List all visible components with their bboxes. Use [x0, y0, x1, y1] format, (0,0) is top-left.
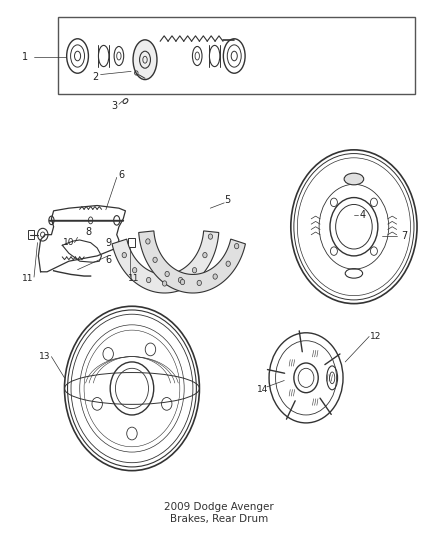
Text: 14: 14: [257, 385, 268, 394]
Circle shape: [153, 257, 157, 262]
Circle shape: [180, 279, 185, 285]
Circle shape: [203, 253, 207, 258]
Text: 2: 2: [92, 71, 98, 82]
Text: 8: 8: [85, 227, 92, 237]
Text: 11: 11: [22, 273, 33, 282]
Text: 7: 7: [401, 231, 407, 241]
Text: 3: 3: [112, 101, 118, 111]
Text: 6: 6: [105, 255, 111, 264]
Text: 9: 9: [105, 238, 111, 248]
Ellipse shape: [344, 173, 364, 185]
Polygon shape: [139, 231, 245, 293]
Circle shape: [208, 234, 212, 239]
Text: 6: 6: [118, 171, 124, 180]
Circle shape: [146, 277, 151, 282]
Bar: [28, 230, 35, 239]
Text: 12: 12: [370, 332, 381, 341]
Circle shape: [162, 281, 167, 286]
Polygon shape: [112, 231, 219, 293]
Circle shape: [213, 274, 217, 279]
Circle shape: [132, 268, 137, 273]
Text: 10: 10: [63, 238, 74, 247]
Bar: [58, 17, 415, 94]
Circle shape: [197, 280, 201, 286]
Circle shape: [178, 277, 183, 282]
Ellipse shape: [133, 40, 157, 79]
Circle shape: [165, 271, 170, 277]
Circle shape: [146, 239, 150, 244]
Bar: [127, 238, 134, 247]
Circle shape: [226, 261, 230, 266]
Circle shape: [122, 253, 127, 258]
Text: 4: 4: [360, 210, 366, 220]
Text: 11: 11: [128, 273, 140, 282]
Circle shape: [234, 244, 239, 249]
Text: 13: 13: [39, 352, 51, 361]
Text: 2009 Dodge Avenger
Brakes, Rear Drum: 2009 Dodge Avenger Brakes, Rear Drum: [164, 502, 274, 523]
Text: 1: 1: [22, 52, 28, 62]
Circle shape: [192, 268, 197, 273]
Text: 5: 5: [225, 195, 231, 205]
